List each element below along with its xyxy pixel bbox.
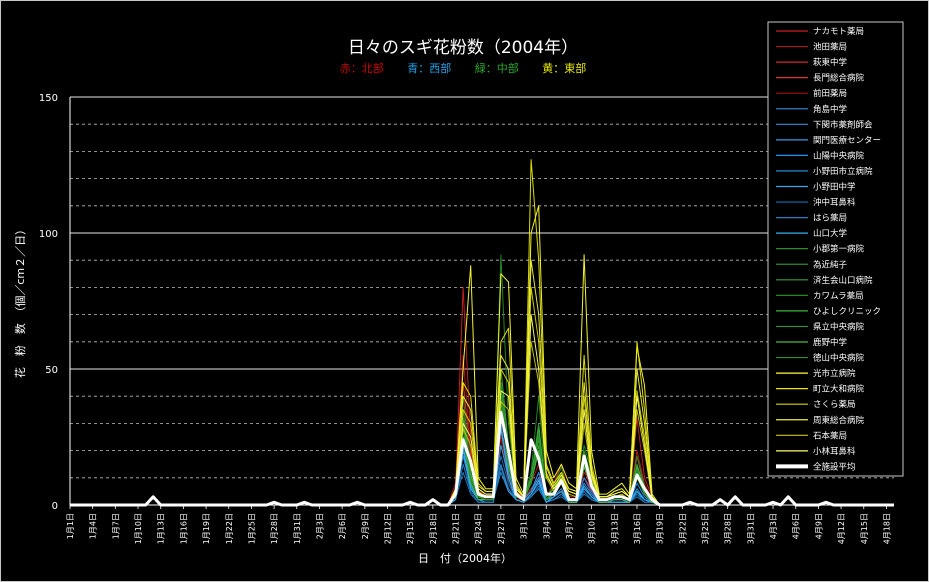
x-tick-label: 2月9日: [361, 513, 370, 539]
legend-label: 角島中学: [813, 104, 848, 115]
x-tick-label: 4月9日: [814, 513, 823, 539]
x-tick-label: 1月10日: [134, 513, 143, 544]
legend-label: 関門医療センター: [813, 135, 881, 146]
y-tick-label: 100: [39, 229, 58, 240]
legend: ナカモト薬局池田薬局萩東中学長門総合病院前田薬局角島中学下関市薬剤師会関門医療セ…: [767, 21, 904, 477]
legend-label: 周東総合病院: [813, 415, 865, 426]
legend-label: 萩東中学: [813, 57, 848, 68]
legend-label: 長門総合病院: [813, 73, 865, 84]
legend-label: 為近純子: [813, 259, 848, 270]
legend-label: 前田薬局: [813, 88, 847, 99]
x-tick-label: 3月13日: [610, 513, 619, 544]
legend-label: カワムラ薬局: [813, 290, 864, 301]
x-tick-label: 1月7日: [111, 513, 120, 539]
subtitle-north: 赤：北部: [340, 61, 384, 75]
chart-title: 日々のスギ花粉数（2004年）: [348, 38, 578, 58]
legend-label: 小郡第一病院: [813, 244, 865, 255]
x-tick-label: 3月28日: [724, 513, 733, 544]
x-tick-label: 1月22日: [225, 513, 234, 544]
legend-label: 石本薬局: [813, 430, 847, 441]
x-tick-label: 3月31日: [746, 513, 755, 544]
x-tick-label: 1月16日: [179, 513, 188, 544]
x-tick-label: 1月1日: [66, 513, 75, 539]
y-tick-label: 150: [39, 93, 58, 104]
legend-label: 山陽中央病院: [813, 150, 865, 161]
x-tick-label: 1月4日: [89, 513, 98, 539]
x-tick-label: 2月6日: [338, 513, 347, 539]
x-tick-label: 3月16日: [633, 513, 642, 544]
legend-label: 光市立病院: [813, 368, 856, 379]
legend-label: はら薬局: [813, 213, 847, 224]
legend-label: 小林耳鼻科: [813, 446, 856, 457]
legend-label: 鹿野中学: [813, 337, 848, 348]
x-tick-label: 1月13日: [157, 513, 166, 544]
x-tick-label: 3月1日: [520, 513, 529, 539]
x-tick-label: 3月4日: [542, 513, 551, 539]
x-axis-label: 日 付（2004年）: [418, 551, 512, 565]
x-tick-label: 2月18日: [429, 513, 438, 544]
legend-label: 下関市薬剤師会: [813, 119, 873, 130]
subtitle-west: 青：西部: [407, 61, 451, 75]
x-tick-label: 2月12日: [384, 513, 393, 544]
x-tick-label: 2月27日: [497, 513, 506, 544]
legend-label: 県立中央病院: [813, 321, 865, 332]
x-tick-label: 2月24日: [474, 513, 483, 544]
grid-lines: [70, 96, 894, 479]
x-tick-label: 4月3日: [769, 513, 778, 539]
subtitle-east: 黄：東部: [542, 61, 586, 75]
y-axis-label: 花 粉 数 （個／cm２／日）: [14, 224, 27, 378]
legend-label: さくら薬局: [813, 399, 856, 410]
x-axis-ticks: 1月1日 1月4日 1月7日 1月10日 1月13日 1月16日 1月19日 1月22日 1月2…: [66, 505, 891, 544]
legend-label: 小野田市立病院: [813, 166, 873, 177]
x-tick-label: 4月18日: [882, 513, 891, 544]
x-tick-label: 2月15日: [406, 513, 415, 544]
x-tick-label: 1月28日: [270, 513, 279, 544]
chart-subtitle: 赤：北部 青：西部 緑：中部 黄：東部: [340, 61, 587, 75]
legend-label: 沖中耳鼻科: [813, 197, 856, 208]
x-tick-label: 3月10日: [588, 513, 597, 544]
legend-label: 済生会山口病院: [813, 275, 873, 286]
x-tick-label: 4月6日: [792, 513, 801, 539]
legend-label: 町立大和病院: [813, 384, 865, 395]
legend-label: 徳山中央病院: [813, 353, 865, 364]
x-tick-label: 2月21日: [452, 513, 461, 544]
subtitle-central: 緑：中部: [475, 61, 519, 75]
legend-label: 小野田中学: [813, 182, 856, 193]
x-tick-label: 3月7日: [565, 513, 574, 539]
y-tick-label: 0: [52, 501, 58, 512]
x-tick-label: 4月12日: [837, 513, 846, 544]
legend-label: 池田薬局: [813, 42, 847, 53]
legend-label: ひよしクリニック: [813, 307, 881, 317]
legend-label: 全施設平均: [813, 461, 856, 472]
y-tick-label: 50: [45, 365, 58, 376]
x-tick-label: 4月15日: [860, 513, 869, 544]
legend-label: ナカモト薬局: [813, 26, 864, 37]
y-axis-ticks: 0 50 100 150: [39, 93, 58, 512]
x-tick-label: 3月22日: [678, 513, 687, 544]
x-tick-label: 1月25日: [247, 513, 256, 544]
x-tick-label: 2月3日: [315, 513, 324, 539]
x-tick-label: 1月19日: [202, 513, 211, 544]
x-tick-label: 3月25日: [701, 513, 710, 544]
x-tick-label: 3月19日: [656, 513, 665, 544]
x-tick-label: 1月31日: [293, 513, 302, 544]
legend-label: 山口大学: [813, 228, 848, 239]
